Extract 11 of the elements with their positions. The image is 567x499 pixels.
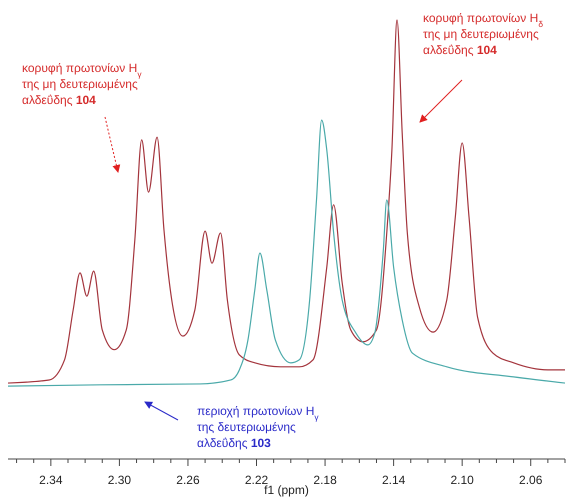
- x-tick-label: 2.26: [176, 473, 200, 487]
- x-tick-label: 2.34: [39, 473, 63, 487]
- text: περιοχή πρωτονίων H$_{γ}$ της δευτεριωμένης αλδεΰδης 103: [197, 404, 319, 450]
- x-tick-label: 2.10: [450, 473, 474, 487]
- x-tick-label: 2.30: [108, 473, 132, 487]
- text: κορυφή πρωτονίων H$_{δ}$ της μη δευτεριωμένης αλδεΰδης 104: [423, 11, 543, 57]
- text: κορυφή πρωτονίων H$_{γ}$ της μη δευτεριωμένης αλδεΰδης 104: [22, 61, 142, 107]
- x-tick-label: 2.18: [313, 473, 338, 487]
- x-axis-title: f1 (ppm): [264, 483, 309, 497]
- x-tick-label: 2.14: [382, 473, 406, 487]
- x-tick-label: 2.06: [519, 473, 543, 487]
